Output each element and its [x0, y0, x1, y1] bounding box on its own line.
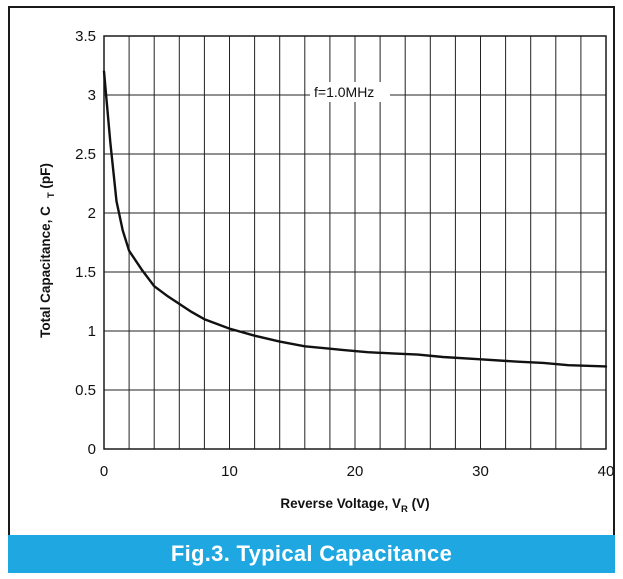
y-axis-title-unit: (pF) [38, 163, 53, 192]
figure-caption: Fig.3. Typical Capacitance [8, 535, 615, 573]
x-axis-ticks: 0 10 20 30 40 [100, 463, 613, 480]
y-tick-label: 3 [88, 87, 96, 104]
y-axis-ticks: 0 0.5 1 1.5 2 2.5 3 3.5 [75, 28, 96, 458]
y-tick-label: 1.5 [75, 264, 96, 281]
y-tick-label: 0 [88, 441, 96, 458]
y-tick-label: 0.5 [75, 382, 96, 399]
y-tick-label: 1 [88, 323, 96, 340]
x-axis-title-main: Reverse Voltage, V [280, 496, 401, 511]
x-tick-label: 20 [347, 463, 364, 480]
capacitance-curve [102, 70, 608, 368]
capacitance-chart: 0 0.5 1 1.5 2 2.5 3 3.5 0 10 20 30 40 f=1.0MHz Reve… [38, 28, 613, 515]
x-tick-label: 30 [472, 463, 489, 480]
x-axis-title-unit: (V) [408, 496, 430, 511]
frequency-annotation: f=1.0MHz [314, 84, 374, 100]
y-tick-label: 3.5 [75, 28, 96, 45]
y-axis-title: Total Capacitance, C T (pF) [38, 163, 57, 338]
y-tick-label: 2 [88, 205, 96, 222]
x-axis-title-subscript: R [401, 504, 408, 515]
x-axis-title: Reverse Voltage, VR (V) [280, 496, 429, 515]
figure-frame: 0 0.5 1 1.5 2 2.5 3 3.5 0 10 20 30 40 f=1.0MHz Reve… [8, 6, 615, 573]
annotation-background [310, 82, 390, 102]
y-axis-title-subscript: T [46, 192, 57, 198]
y-axis-title-main: Total Capacitance, C [38, 206, 53, 338]
y-tick-label: 2.5 [75, 146, 96, 163]
x-tick-label: 0 [100, 463, 108, 480]
x-tick-label: 40 [598, 463, 613, 480]
x-tick-label: 10 [221, 463, 238, 480]
plot-area [103, 35, 607, 450]
